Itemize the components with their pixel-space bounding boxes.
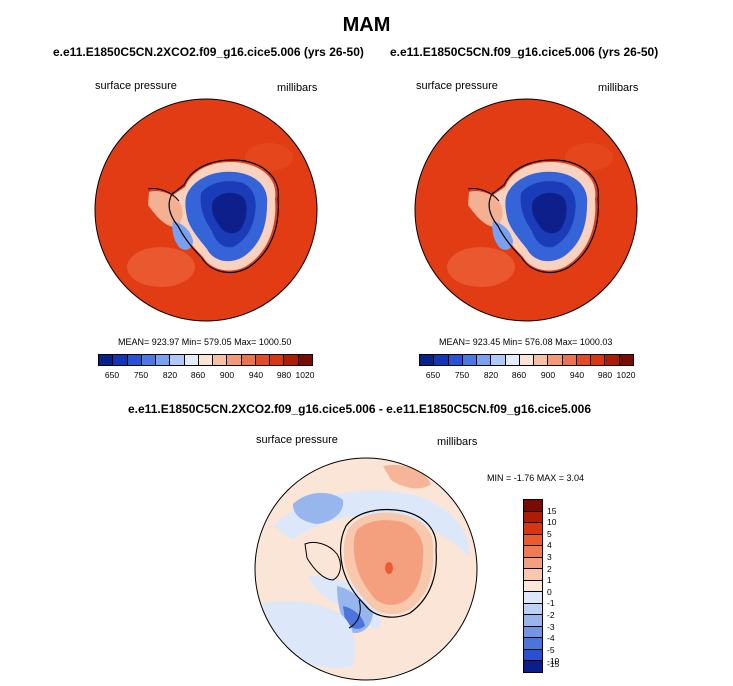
colorbar-swatch <box>255 355 271 365</box>
colorbar-ticks-bottom: 15 10 5 4 3 2 1 0 -1 -2 -3 -4 -5 -10 -15 <box>523 499 573 673</box>
variable-label-top-right: surface pressure <box>416 80 498 92</box>
colorbar-swatch <box>524 615 542 627</box>
colorbar-swatch <box>270 355 285 365</box>
units-label-top-right: millibars <box>598 82 639 94</box>
colorbar-swatch <box>491 355 506 365</box>
colorbar-swatch <box>434 355 449 365</box>
colorbar-swatch <box>524 603 542 616</box>
colorbar-swatch <box>524 649 542 662</box>
polar-map-top-right <box>414 98 638 322</box>
colorbar-tick: 860 <box>511 370 527 380</box>
colorbar-tick: 860 <box>190 370 206 380</box>
colorbar-swatch <box>505 355 520 365</box>
colorbar-tick: 5 <box>547 528 552 539</box>
colorbar-swatch <box>156 355 171 365</box>
colorbar-tick: 1020 <box>616 370 636 380</box>
colorbar-tick: 750 <box>454 370 470 380</box>
colorbar-tick: 750 <box>133 370 149 380</box>
colorbar-tick: 980 <box>597 370 613 380</box>
colorbar-ticks-top-right: 650 750 820 860 900 940 980 1020 <box>419 370 636 382</box>
colorbar-swatch <box>576 355 592 365</box>
colorbar-tick: 1 <box>547 575 552 586</box>
figure-title: MAM <box>342 14 391 36</box>
colorbar-tick: -5 <box>547 644 555 655</box>
colorbar-swatch <box>198 355 214 365</box>
units-label-bottom: millibars <box>437 436 478 448</box>
colorbar-tick: 10 <box>547 517 557 528</box>
variable-label-bottom: surface pressure <box>256 434 338 446</box>
colorbar-swatch <box>477 355 492 365</box>
colorbar-swatch <box>524 557 542 570</box>
colorbar-tick: 4 <box>547 540 552 551</box>
colorbar-tick: 940 <box>569 370 585 380</box>
colorbar-top-right <box>419 354 634 366</box>
colorbar-swatch <box>524 523 542 535</box>
colorbar-tick: -4 <box>547 633 555 644</box>
colorbar-tick: -10 <box>547 656 560 667</box>
colorbar-swatch <box>534 355 549 365</box>
colorbar-swatch <box>524 511 542 524</box>
colorbar-tick: 3 <box>547 552 552 562</box>
stats-top-right: MEAN= 923.45 Min= 576.08 Max= 1000.03 <box>439 337 613 347</box>
colorbar-swatch <box>524 580 542 593</box>
colorbar-tick: 980 <box>276 370 292 380</box>
panel-title-bottom: e.e11.E1850C5CN.2XCO2.f09_g16.cice5.006 … <box>128 402 591 416</box>
stats-bottom: MIN = -1.76 MAX = 3.04 <box>487 473 585 483</box>
colorbar-swatch <box>562 355 577 365</box>
colorbar-top-left <box>98 354 313 366</box>
colorbar-swatch <box>519 355 535 365</box>
colorbar-ticks-top-left: 650 750 820 860 900 940 980 1020 <box>98 370 315 382</box>
colorbar-tick: -1 <box>547 598 555 609</box>
colorbar-tick: -2 <box>547 610 555 620</box>
colorbar-tick: 900 <box>219 370 235 380</box>
colorbar-swatch <box>420 355 435 365</box>
colorbar-swatch <box>548 355 563 365</box>
panel-title-top-left: e.e11.E1850C5CN.2XCO2.f09_g16.cice5.006 … <box>53 45 364 59</box>
colorbar-bottom <box>523 499 543 673</box>
colorbar-swatch <box>298 355 312 365</box>
colorbar-swatch <box>284 355 299 365</box>
variable-label-top-left: surface pressure <box>95 80 177 92</box>
colorbar-swatch <box>524 546 542 558</box>
colorbar-swatch <box>213 355 228 365</box>
colorbar-tick-last: -15 <box>547 659 560 669</box>
colorbar-tick: 940 <box>248 370 264 380</box>
units-label-top-left: millibars <box>277 82 318 94</box>
colorbar-swatch <box>462 355 478 365</box>
polar-map-bottom <box>254 457 478 681</box>
colorbar-tick: 1020 <box>295 370 315 380</box>
colorbar-swatch <box>184 355 199 365</box>
colorbar-swatch <box>227 355 242 365</box>
colorbar-swatch <box>605 355 620 365</box>
colorbar-swatch <box>619 355 633 365</box>
colorbar-swatch <box>591 355 606 365</box>
colorbar-tick: 820 <box>162 370 178 380</box>
colorbar-tick: 650 <box>104 370 120 380</box>
colorbar-swatch <box>99 355 114 365</box>
colorbar-swatch <box>170 355 185 365</box>
colorbar-swatch <box>448 355 463 365</box>
colorbar-swatch <box>524 569 542 581</box>
colorbar-tick: 650 <box>425 370 441 380</box>
colorbar-swatch <box>127 355 142 365</box>
colorbar-tick: 820 <box>483 370 499 380</box>
colorbar-tick: 900 <box>540 370 556 380</box>
polar-map-top-left <box>94 98 318 322</box>
colorbar-swatch <box>524 534 542 547</box>
colorbar-tick: 2 <box>547 563 552 574</box>
colorbar-swatch <box>524 638 542 650</box>
colorbar-tick: 0 <box>547 586 552 597</box>
colorbar-swatch <box>113 355 128 365</box>
colorbar-swatch <box>524 626 542 639</box>
stats-top-left: MEAN= 923.97 Min= 579.05 Max= 1000.50 <box>118 337 292 347</box>
colorbar-tick: -3 <box>547 621 555 632</box>
colorbar-swatch <box>241 355 256 365</box>
panel-title-top-right: e.e11.E1850C5CN.f09_g16.cice5.006 (yrs 2… <box>390 45 659 59</box>
colorbar-swatch <box>524 661 542 672</box>
colorbar-swatch <box>524 592 542 604</box>
colorbar-tick: 15 <box>547 505 557 516</box>
colorbar-swatch <box>524 500 542 512</box>
colorbar-swatch <box>141 355 157 365</box>
